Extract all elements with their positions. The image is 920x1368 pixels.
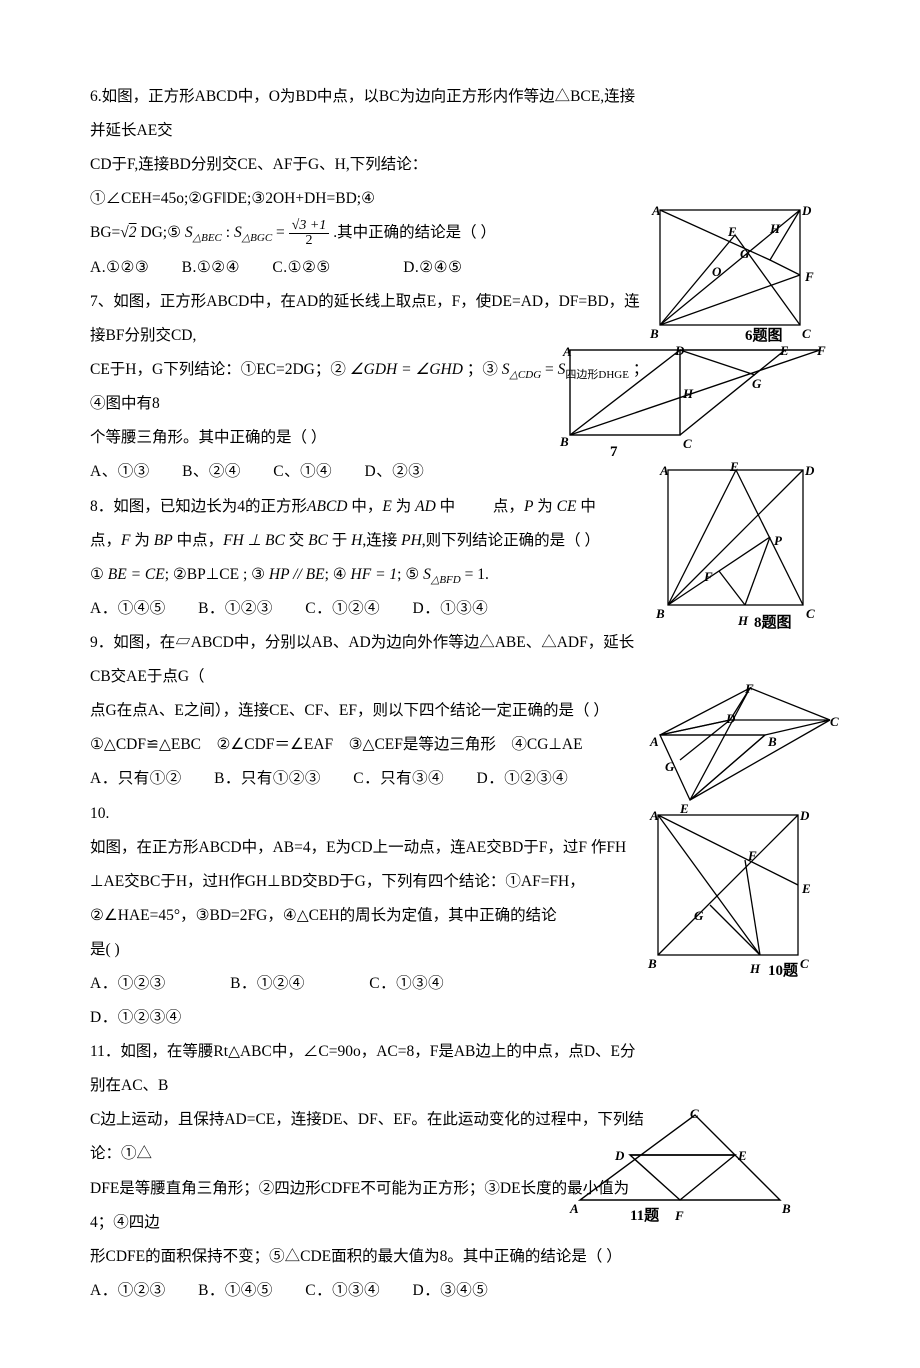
q6-frac-d: 2 [289, 234, 330, 249]
q8-line2: 点，F 为 BP 中点，FH ⊥ BC 交 BC 于 H,连接 PH,则下列结论… [90, 524, 650, 558]
fig-q8: A E D B C P F H 8题图 [650, 455, 835, 625]
q8-opts: A．①④⑤ B．①②③ C．①②④ D．①③④ [90, 592, 650, 626]
q8-2f: FH ⊥ BC [223, 532, 285, 549]
q8-1t4: CE [557, 498, 577, 515]
q7-optC: C、①④ [273, 455, 332, 489]
q8-3c: ; ②BP⊥CE ; ③ [165, 566, 269, 583]
q8-3g: ; ⑤ [397, 566, 423, 583]
q8-2m: ,则下列结论正确的是（ ） [422, 532, 600, 549]
fig-q7: A D E F B C H G 7 [555, 340, 835, 450]
q8-3e: ; ④ [325, 566, 351, 583]
q7-l2a: CE于H，G下列结论：①EC=2DG；② [90, 361, 350, 378]
q8-1b: ABCD [307, 498, 347, 515]
q8-3b: BE = CE [108, 566, 165, 583]
q10-line3: ②∠HAE=45°，③BD=2FG，④△CEH的周长为定值，其中正确的结论 [90, 899, 650, 933]
q11-optA: A．①②③ [90, 1274, 166, 1308]
q10-optC: C．①③④ [369, 967, 444, 1001]
q6-optD: D.②④⑤ [403, 251, 462, 285]
q8-2j: H [351, 532, 362, 549]
q8-3h: = 1. [461, 566, 489, 583]
q6-line3: BG=√2 DG;⑤ S△BEC : S△BGC = √3 +12 .其中正确的… [90, 216, 650, 250]
q8-1t5: 中 [576, 498, 595, 515]
q7-optD: D、②③ [365, 455, 425, 489]
q9-opts: A．只有①② B．只有①②③ C．只有③④ D．①②③④ [90, 762, 650, 796]
q8-1g: 中 [436, 498, 455, 515]
fig-q9: A B C D F E G [620, 680, 845, 820]
q10-optD: D．①②③④ [90, 1001, 182, 1035]
q8-2e: 中点， [173, 532, 223, 549]
q8-2h: BC [308, 532, 328, 549]
q8-optD: D．①③④ [413, 592, 489, 626]
q8-1t1: 点， [493, 498, 524, 515]
q8-2k: ,连接 [362, 532, 401, 549]
q9-optA: A．只有①② [90, 762, 182, 796]
q8-1t2: P [524, 498, 533, 515]
q10-optD-line: D．①②③④ [90, 1001, 650, 1035]
q11-optB: B．①④⑤ [198, 1274, 273, 1308]
q10-line2: ⊥AE交BC于H，过H作GH⊥BD交BD于G，下列有四个结论：①AF=FH， [90, 865, 650, 899]
q8-3f: HF = 1 [351, 566, 398, 583]
q9-optD: D．①②③④ [477, 762, 569, 796]
q8-2c: 为 [130, 532, 153, 549]
q7-opts: A、①③ B、②④ C、①④ D、②③ [90, 455, 650, 489]
fig10-cap: 10题 [768, 955, 798, 988]
q8-2g: 交 [285, 532, 308, 549]
q8-2a: 点， [90, 532, 121, 549]
q8-line3: ① BE = CE; ②BP⊥CE ; ③ HP // BE; ④ HF = 1… [90, 558, 650, 592]
q10-optB: B．①②④ [230, 967, 305, 1001]
q9-line1: 9．如图，在▱ABCD中，分别以AB、AD为边向外作等边△ABE、△ADF，延长… [90, 626, 650, 694]
fig8-cap: 8题图 [754, 607, 792, 640]
q8-1c: 中， [347, 498, 382, 515]
q6-optB: B.①②④ [182, 251, 240, 285]
q10-optA: A．①②③ [90, 967, 166, 1001]
q6-l3-a: BG= [90, 224, 120, 241]
q9-optB: B．只有①②③ [214, 762, 321, 796]
q8-line1: 8．如图，已知边长为4的正方形ABCD 中，E 为 AD 中 点，P 为 CE … [90, 490, 650, 524]
q8-1f: AD [415, 498, 436, 515]
q10-opts: A．①②③ B．①②④ C．①③④ [90, 967, 650, 1001]
q6-opts: A.①②③ B.①②④ C.①②⑤ D.②④⑤ [90, 251, 650, 285]
q7-l2c: ；③ [463, 361, 502, 378]
q11-optD: D．③④⑤ [413, 1274, 489, 1308]
q11-opts: A．①②③ B．①④⑤ C．①③④ D．③④⑤ [90, 1274, 650, 1308]
q6-l3-b: DG;⑤ [137, 224, 185, 241]
fig11-cap: 11题 [630, 1200, 659, 1233]
q11-line4: 形CDFE的面积保持不变；⑤△CDE面积的最大值为8。其中正确的结论是（ ） [90, 1240, 650, 1274]
fig-q11: A B C D E F 11题 [560, 1100, 800, 1220]
q8-3a: ① [90, 566, 108, 583]
q8-1e: 为 [392, 498, 415, 515]
q6-optC: C.①②⑤ [272, 251, 330, 285]
q8-optB: B．①②③ [198, 592, 273, 626]
q10-num: 10. [90, 797, 650, 831]
q9-optC: C．只有③④ [353, 762, 444, 796]
q8-2i: 于 [328, 532, 351, 549]
q8-1a: 8．如图，已知边长为4的正方形 [90, 498, 307, 515]
q8-optA: A．①④⑤ [90, 592, 166, 626]
q8-3d: HP // BE [269, 566, 325, 583]
q11-optC: C．①③④ [305, 1274, 380, 1308]
fig-q6: A D B C E F G H O 6题图 [640, 195, 830, 335]
q10-line4: 是( ) [90, 933, 650, 967]
fig-q10: A D B C E F G H 10题 [640, 800, 830, 970]
q8-1t3: 为 [533, 498, 556, 515]
q10-line1: 如图，在正方形ABCD中，AB=4，E为CD上一动点，连AE交BD于F，过F 作… [90, 831, 650, 865]
q8-2d: BP [154, 532, 173, 549]
q7-optB: B、②④ [182, 455, 241, 489]
q6-l3-c: .其中正确的结论是（ ） [329, 224, 496, 241]
q6-frac-n: √3 +1 [289, 219, 330, 235]
q7-l2b: ∠GDH = ∠GHD [350, 361, 463, 378]
q8-2l: PH [401, 532, 422, 549]
q11-line1: 11．如图，在等腰Rt△ABC中，∠C=90o，AC=8，F是AB边上的中点，点… [90, 1035, 650, 1103]
q9-line2: 点G在点A、E之间），连接CE、CF、EF，则以下四个结论一定正确的是（ ） [90, 694, 650, 728]
q6-line1: 6.如图，正方形ABCD中，O为BD中点，以BC为边向正方形内作等边△BCE,连… [90, 80, 650, 148]
fig7-cap: 7 [610, 436, 618, 469]
q8-optC: C．①②④ [305, 592, 380, 626]
q6-optA: A.①②③ [90, 251, 149, 285]
q8-1d: E [382, 498, 391, 515]
q7-optA: A、①③ [90, 455, 150, 489]
q6-line2: CD于F,连接BD分别交CE、AF于G、H,下列结论：①∠CEH=45o;②GF… [90, 148, 650, 216]
q9-line3: ①△CDF≌△EBC ②∠CDF＝∠EAF ③△CEF是等边三角形 ④CG⊥AE [90, 728, 650, 762]
